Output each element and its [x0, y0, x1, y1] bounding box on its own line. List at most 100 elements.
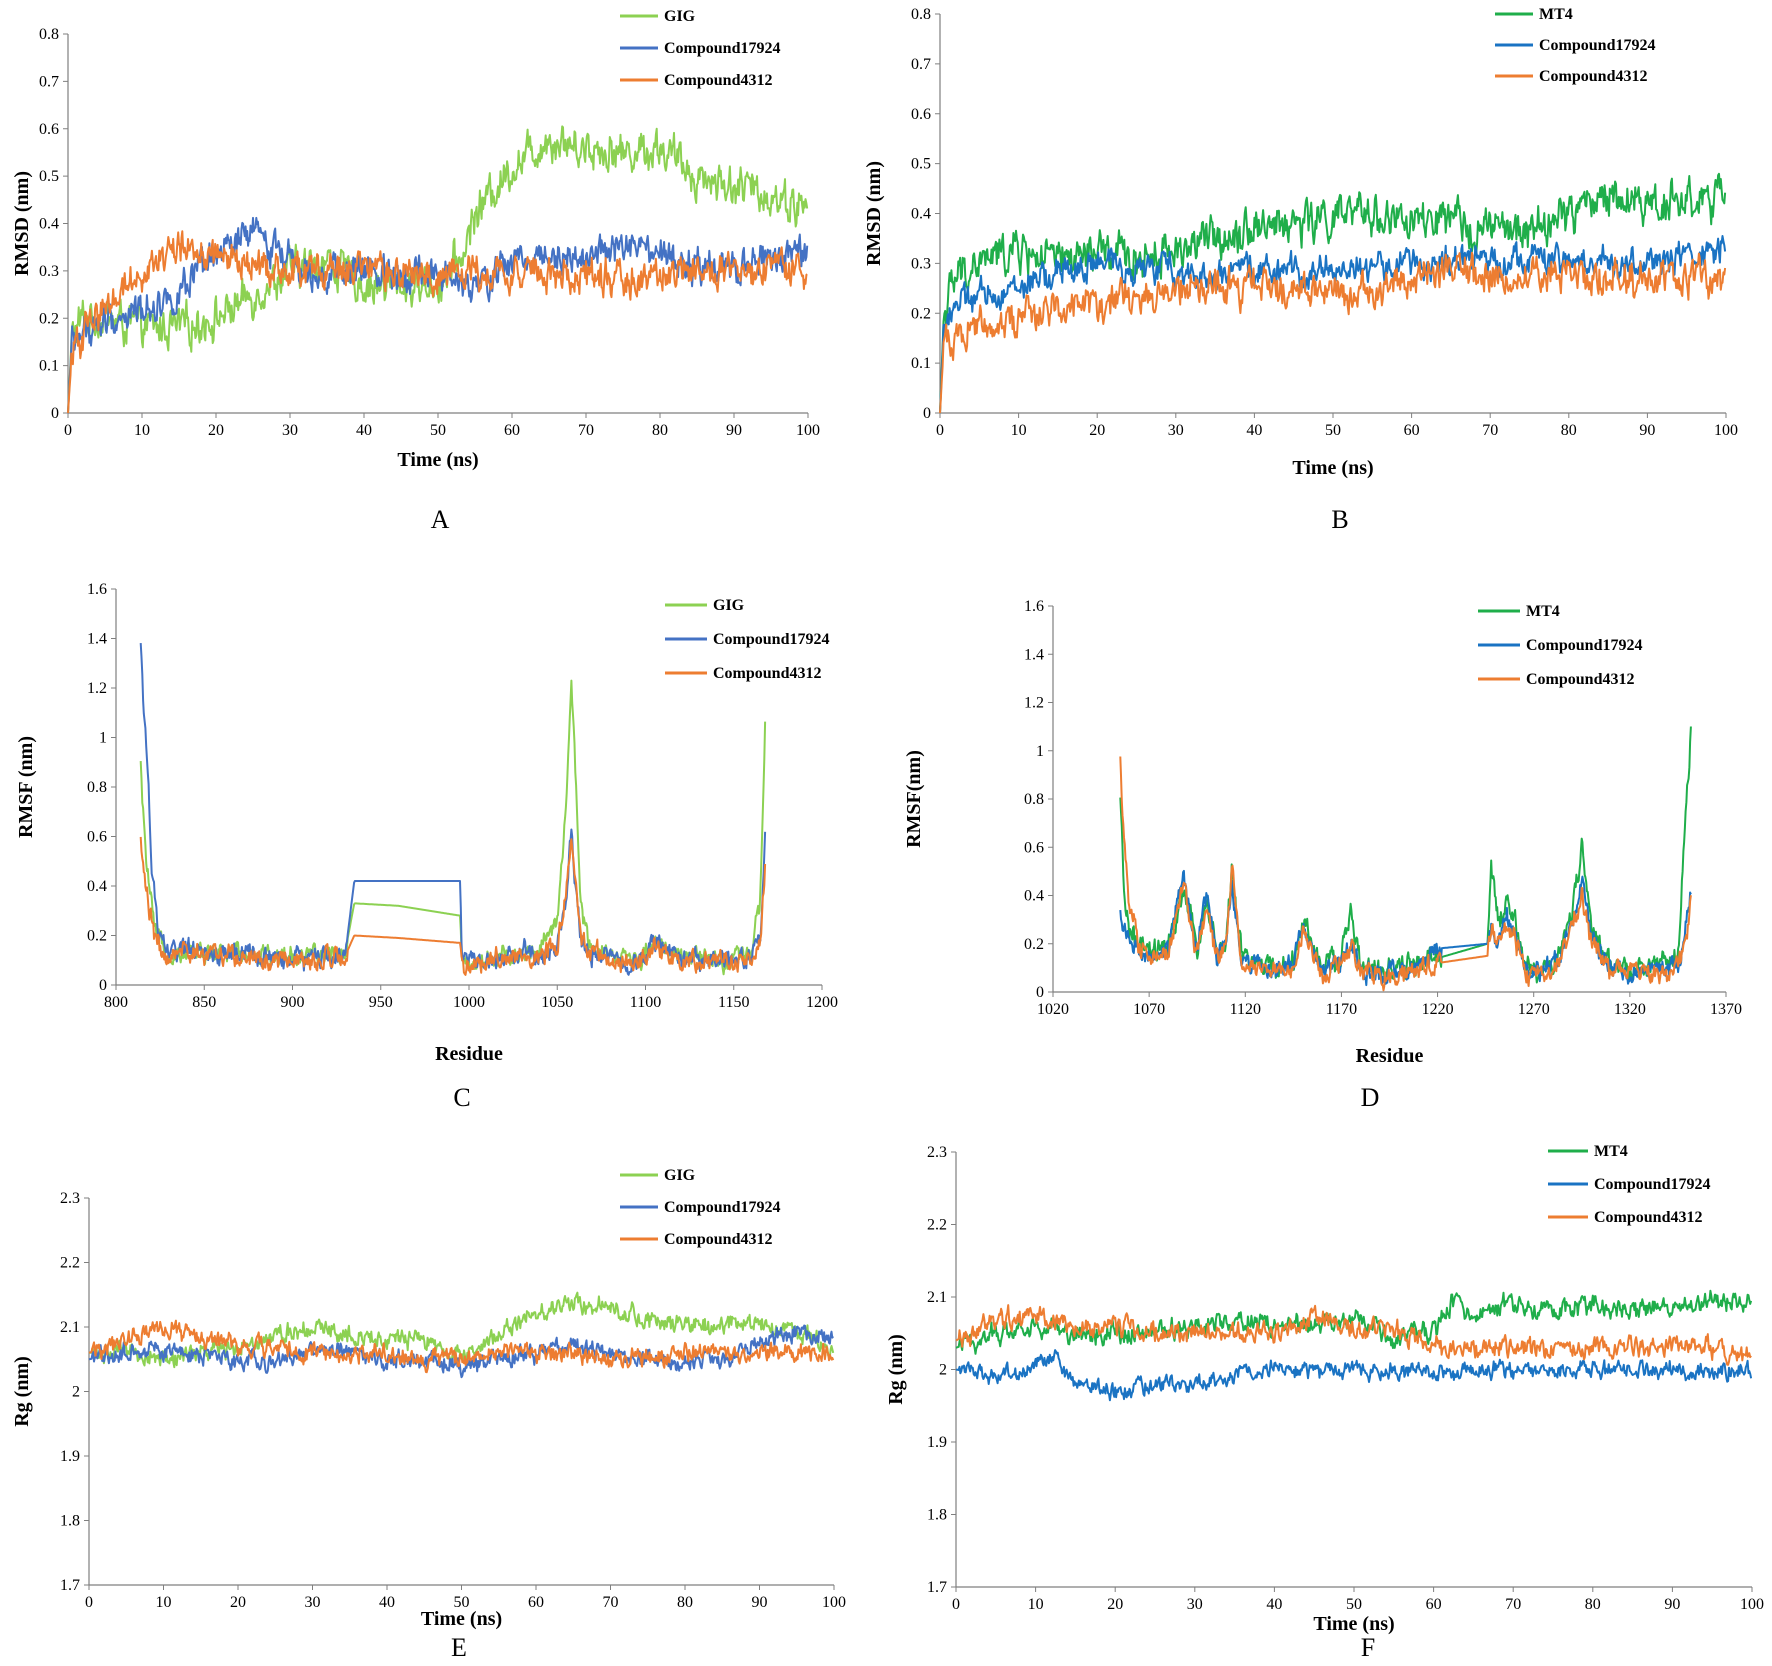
y-tick-label: 1: [99, 730, 107, 747]
x-tick-label: 40: [1246, 422, 1262, 439]
x-tick-label: 1120: [1230, 1001, 1261, 1018]
x-tick-label: 1170: [1326, 1001, 1357, 1018]
x-tick-label: 1220: [1422, 1001, 1454, 1018]
y-tick-label: 1.2: [87, 680, 107, 697]
x-tick-label: 100: [796, 422, 820, 439]
series-line-compound4312: [939, 251, 1727, 414]
y-tick-label: 0.7: [39, 73, 59, 90]
y-axis-title: Rg (nm): [11, 1356, 33, 1427]
y-tick-label: 2.3: [60, 1190, 80, 1207]
series-line-mt4: [955, 1289, 1753, 1355]
series-line-compound4312: [67, 230, 808, 414]
chart-panel-e: 1.7 1.8 1.9 2 2.1 2.2 2.3 0 10 20 30 40 50 60 70 80 90 10…: [11, 1167, 846, 1662]
x-tick-label: 20: [230, 1594, 246, 1611]
x-axis-title: Residue: [435, 1043, 503, 1065]
x-tick-label: 30: [1187, 1596, 1203, 1613]
legend-label: Compound17924: [1526, 637, 1642, 654]
x-axis-title: Time (ns): [397, 449, 478, 471]
x-axis-title: Time (ns): [1313, 1613, 1394, 1635]
x-tick-label: 80: [1585, 1596, 1601, 1613]
y-tick-label: 0: [923, 405, 931, 422]
y-tick-label: 1.9: [927, 1434, 947, 1451]
x-tick-label: 90: [1664, 1596, 1680, 1613]
x-tick-label: 70: [603, 1594, 619, 1611]
series-line-gig: [139, 679, 767, 976]
x-tick-label: 50: [1325, 422, 1341, 439]
y-tick-label: 1.7: [927, 1579, 947, 1596]
legend: GIG Compound17924 Compound4312: [620, 8, 780, 89]
series-line-mt4: [1119, 726, 1692, 984]
x-tick-label: 0: [64, 422, 72, 439]
y-tick-label: 0.6: [911, 106, 931, 123]
y-tick-label: 1.8: [60, 1513, 80, 1530]
y-tick-label: 2.2: [927, 1217, 947, 1234]
panel-label: C: [453, 1083, 470, 1112]
x-tick-label: 20: [1089, 422, 1105, 439]
legend-label: Compound17924: [1539, 37, 1655, 54]
legend-label: Compound17924: [664, 40, 780, 57]
x-tick-label: 0: [952, 1596, 960, 1613]
y-tick-label: 0.7: [911, 56, 931, 73]
y-tick-label: 0.8: [39, 26, 59, 43]
x-tick-label: 10: [1011, 422, 1027, 439]
x-tick-label: 70: [578, 422, 594, 439]
y-tick-label: 1.8: [927, 1507, 947, 1524]
x-tick-label: 1020: [1037, 1001, 1069, 1018]
series-line-mt4: [939, 172, 1727, 414]
x-tick-label: 20: [208, 422, 224, 439]
x-tick-label: 90: [1639, 422, 1655, 439]
y-tick-label: 0: [51, 405, 59, 422]
legend-label: Compound17924: [713, 631, 829, 648]
series-line-compound4312: [955, 1304, 1752, 1366]
x-tick-label: 30: [305, 1594, 321, 1611]
y-tick-label: 0.5: [911, 156, 931, 173]
x-tick-label: 40: [379, 1594, 395, 1611]
legend-label: Compound4312: [713, 665, 821, 682]
x-tick-label: 70: [1482, 422, 1498, 439]
series-line-compound17924: [939, 235, 1727, 414]
x-tick-label: 30: [1168, 422, 1184, 439]
x-tick-label: 40: [1266, 1596, 1282, 1613]
y-tick-label: 0.4: [911, 206, 931, 223]
legend-label: MT4: [1539, 6, 1573, 23]
x-tick-label: 100: [1740, 1596, 1764, 1613]
legend-label: Compound17924: [664, 1199, 780, 1216]
x-tick-label: 100: [822, 1594, 846, 1611]
x-tick-label: 0: [936, 422, 944, 439]
panel-label: D: [1361, 1083, 1380, 1112]
x-tick-label: 80: [652, 422, 668, 439]
y-tick-label: 0.2: [39, 310, 59, 327]
y-tick-label: 0.6: [1024, 839, 1044, 856]
y-tick-label: 0.3: [911, 255, 931, 272]
x-tick-label: 1100: [630, 994, 661, 1011]
y-axis-title: RMSF (nm): [15, 736, 37, 838]
y-tick-label: 1.4: [1024, 646, 1044, 663]
series-line-compound4312: [88, 1319, 835, 1374]
x-tick-label: 70: [1505, 1596, 1521, 1613]
chart-panel-d: 0 0.2 0.4 0.6 0.8 1 1.2 1.4 1.6 1020 1070 1120 1170 1…: [903, 598, 1742, 1112]
x-tick-label: 10: [156, 1594, 172, 1611]
y-tick-label: 0.6: [39, 121, 59, 138]
y-axis-title: RMSD (nm): [11, 171, 33, 276]
legend-label: Compound4312: [1539, 68, 1647, 85]
x-tick-label: 90: [752, 1594, 768, 1611]
y-tick-label: 0.5: [39, 168, 59, 185]
x-axis-title: Time (ns): [1292, 457, 1373, 479]
legend-label: GIG: [664, 1167, 696, 1184]
x-tick-label: 1320: [1614, 1001, 1646, 1018]
legend-label: Compound4312: [664, 72, 772, 89]
chart-panel-a: 0 0.1 0.2 0.3 0.4 0.5 0.6 0.7 0.8 0 10 20 30 40 50 60 70…: [11, 8, 820, 534]
x-axis-title: Time (ns): [421, 1608, 502, 1630]
y-tick-label: 1.9: [60, 1448, 80, 1465]
x-tick-label: 850: [192, 994, 216, 1011]
chart-panel-c: 0 0.2 0.4 0.6 0.8 1 1.2 1.4 1.6 800 850 900 950 1000 1…: [15, 581, 838, 1112]
x-tick-label: 10: [134, 422, 150, 439]
legend-label: GIG: [664, 8, 696, 25]
series-line-compound4312: [139, 836, 767, 976]
y-axis-title: RMSF(nm): [903, 750, 925, 848]
y-tick-label: 0: [99, 977, 107, 994]
y-tick-label: 2.1: [927, 1289, 947, 1306]
y-tick-label: 0.4: [87, 878, 107, 895]
y-tick-label: 0.2: [911, 305, 931, 322]
